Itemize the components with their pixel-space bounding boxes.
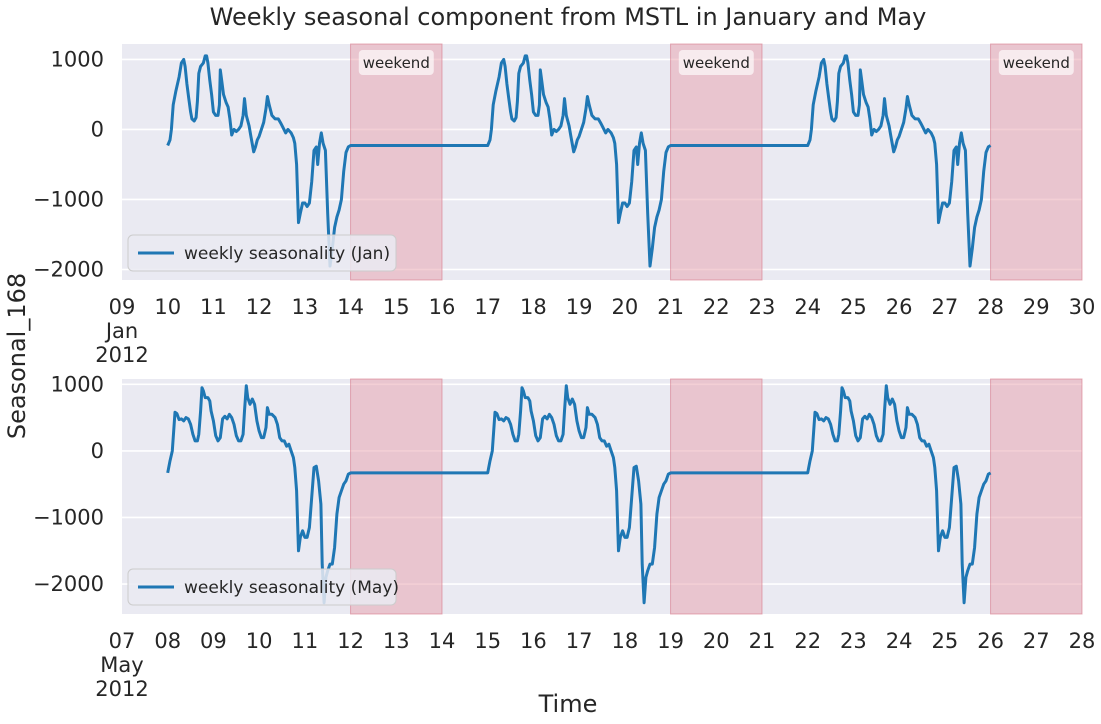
x-tick-label: 12 [246, 295, 273, 319]
weekend-band [670, 43, 763, 281]
x-tick-label: 18 [520, 295, 547, 319]
x-tick-label: 23 [840, 629, 867, 653]
x-tick-label: 16 [520, 629, 547, 653]
x-tick-label: 09 [200, 629, 227, 653]
x-tick-label: 13 [291, 295, 318, 319]
legend-label: weekly seasonality (May) [184, 578, 399, 598]
y-tick-label: 0 [91, 117, 104, 141]
x-tick-label: 11 [291, 629, 318, 653]
x-tick-label: 19 [657, 629, 684, 653]
y-axis-label: Seasonal_168 [3, 273, 31, 439]
x-tick-label: 22 [703, 295, 730, 319]
weekend-band [990, 43, 1083, 281]
x-tick-label: 13 [383, 629, 410, 653]
x-tick-label: 20 [611, 295, 638, 319]
x-tick-label: 27 [1023, 629, 1050, 653]
weekend-label: weekend [363, 54, 430, 72]
x-tick-label: 12 [337, 629, 364, 653]
x-tick-label: 10 [154, 295, 181, 319]
weekend-label-box [358, 50, 434, 75]
legend-may: weekly seasonality (May) [127, 568, 399, 606]
x-month-label: Jan [104, 319, 138, 343]
x-tick-label: 25 [840, 295, 867, 319]
y-tick-label: −1000 [33, 187, 104, 211]
legend-label: weekly seasonality (Jan) [184, 244, 390, 264]
y-tick-label: −2000 [33, 257, 104, 281]
x-tick-label: 09 [109, 295, 136, 319]
x-tick-label: 18 [611, 629, 638, 653]
x-tick-label: 14 [337, 295, 364, 319]
x-tick-label: 14 [429, 629, 456, 653]
weekend-label: weekend [683, 54, 750, 72]
x-tick-label: 27 [931, 295, 958, 319]
weekend-label: weekend [1003, 54, 1070, 72]
x-tick-label: 15 [383, 295, 410, 319]
x-tick-label: 29 [1023, 295, 1050, 319]
x-tick-label: 21 [749, 629, 776, 653]
weekend-label-box [998, 50, 1074, 75]
x-tick-label: 10 [246, 629, 273, 653]
series-line-may [166, 384, 992, 605]
x-tick-label: 28 [1069, 629, 1096, 653]
x-year-label: 2012 [95, 343, 148, 367]
x-tick-label: 15 [474, 629, 501, 653]
x-tick-label: 24 [886, 629, 913, 653]
x-tick-label: 19 [566, 295, 593, 319]
x-tick-label: 16 [429, 295, 456, 319]
x-tick-label: 07 [109, 629, 136, 653]
x-tick-label: 28 [977, 295, 1004, 319]
x-tick-label: 26 [977, 629, 1004, 653]
x-tick-label: 23 [749, 295, 776, 319]
x-tick-label: 20 [703, 629, 730, 653]
x-tick-label: 25 [931, 629, 958, 653]
x-axis-label: Time [538, 690, 598, 718]
x-tick-label: 21 [657, 295, 684, 319]
weekend-band [670, 378, 763, 615]
x-tick-label: 22 [794, 629, 821, 653]
y-tick-label: 0 [91, 439, 104, 463]
legend-jan: weekly seasonality (Jan) [127, 234, 397, 272]
x-tick-label: 30 [1069, 295, 1096, 319]
x-tick-label: 08 [154, 629, 181, 653]
legend-box [127, 234, 397, 272]
x-month-label: May [100, 653, 143, 677]
legend-box [127, 568, 397, 606]
y-tick-label: −1000 [33, 505, 104, 529]
series-line-jan [166, 54, 992, 268]
x-tick-label: 26 [886, 295, 913, 319]
weekend-label-box [678, 50, 754, 75]
x-year-label: 2012 [95, 677, 148, 701]
chart-title: Weekly seasonal component from MSTL in J… [210, 3, 927, 31]
weekend-band [990, 378, 1083, 615]
x-tick-label: 17 [474, 295, 501, 319]
y-tick-label: 1000 [51, 372, 104, 396]
x-tick-label: 11 [200, 295, 227, 319]
y-tick-label: −2000 [33, 572, 104, 596]
x-tick-label: 17 [566, 629, 593, 653]
y-tick-label: 1000 [51, 47, 104, 71]
panel-may: 1000 0 −1000 −2000 07 08 09 10 11 12 13 14 15 16 17 18 1… [33, 372, 1095, 701]
x-tick-label: 24 [794, 295, 821, 319]
